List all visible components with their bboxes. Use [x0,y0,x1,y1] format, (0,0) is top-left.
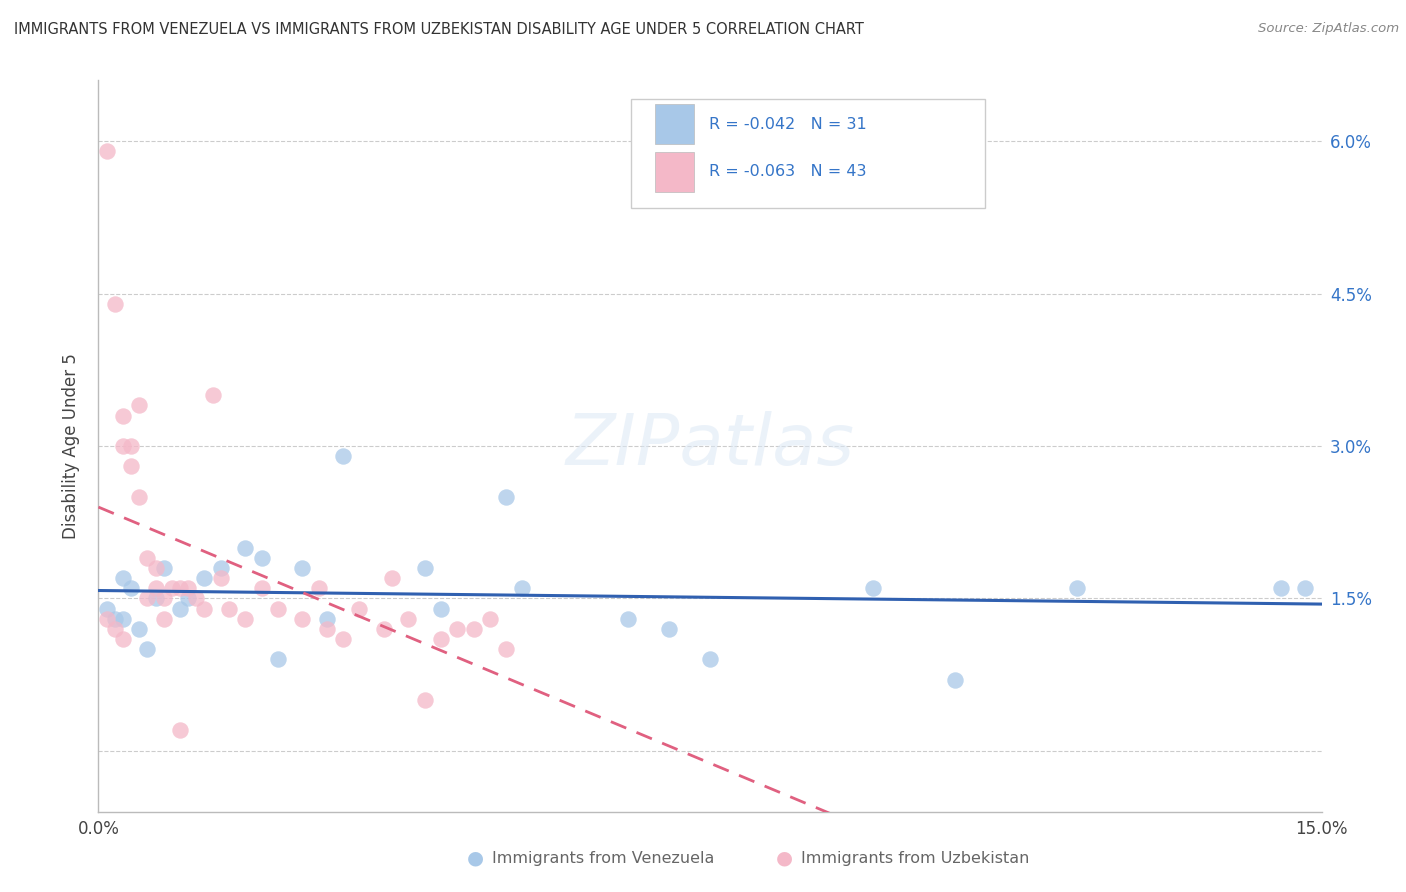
Point [308,581,330,595]
Point [145,581,167,595]
Point [128,490,150,504]
Point [315,612,337,626]
Point [699,652,721,666]
Point [96,145,118,159]
Point [250,581,273,595]
Point [512,581,534,595]
Point [617,612,640,626]
Point [136,642,159,657]
Point [193,571,215,585]
Point [145,591,167,606]
Point [1270,581,1292,595]
Point [152,561,174,575]
Point [430,632,453,646]
Point [104,297,127,311]
Point [291,561,314,575]
Text: Immigrants from Uzbekistan: Immigrants from Uzbekistan [801,851,1029,865]
Point [104,622,127,636]
Point [136,591,159,606]
Point [943,673,966,687]
Point [169,601,191,615]
Point [120,439,142,453]
Point [291,612,314,626]
Text: R = -0.042   N = 31: R = -0.042 N = 31 [709,117,866,132]
Point [267,601,290,615]
Point [315,622,337,636]
Point [1294,581,1316,595]
Point [233,612,256,626]
Point [96,601,118,615]
Point [152,612,174,626]
Y-axis label: Disability Age Under 5: Disability Age Under 5 [62,353,80,539]
Point [209,571,232,585]
Point [463,622,485,636]
Point [495,642,517,657]
Point [96,612,118,626]
Point [193,601,215,615]
Point [250,550,273,565]
Point [104,612,127,626]
Point [332,632,354,646]
Point [862,581,884,595]
Point [177,581,200,595]
Point [495,490,517,504]
Point [658,622,681,636]
Point [332,449,354,463]
Point [120,581,142,595]
Point [152,591,174,606]
Bar [655,152,695,192]
Text: ●: ● [776,848,793,868]
Point [145,561,167,575]
Point [111,612,134,626]
Point [209,561,232,575]
Point [160,581,183,595]
Point [413,693,436,707]
Point [349,601,371,615]
Point [396,612,419,626]
Point [430,601,453,615]
Text: Immigrants from Venezuela: Immigrants from Venezuela [492,851,714,865]
Point [111,571,134,585]
FancyBboxPatch shape [630,99,986,209]
Point [169,723,191,738]
Point [373,622,395,636]
Text: R = -0.063   N = 43: R = -0.063 N = 43 [709,164,866,179]
Point [120,459,142,474]
Point [478,612,501,626]
Text: IMMIGRANTS FROM VENEZUELA VS IMMIGRANTS FROM UZBEKISTAN DISABILITY AGE UNDER 5 C: IMMIGRANTS FROM VENEZUELA VS IMMIGRANTS … [14,22,863,37]
Text: ●: ● [467,848,484,868]
Point [177,591,200,606]
Point [381,571,404,585]
Point [186,591,208,606]
Point [169,581,191,595]
Point [128,622,150,636]
Point [1066,581,1088,595]
Text: ZIPatlas: ZIPatlas [565,411,855,481]
Point [218,601,240,615]
Bar [655,104,695,145]
Point [413,561,436,575]
Text: Source: ZipAtlas.com: Source: ZipAtlas.com [1258,22,1399,36]
Point [128,398,150,412]
Point [233,541,256,555]
Point [111,439,134,453]
Point [201,388,224,402]
Point [111,632,134,646]
Point [111,409,134,423]
Point [267,652,290,666]
Point [446,622,468,636]
Point [136,550,159,565]
